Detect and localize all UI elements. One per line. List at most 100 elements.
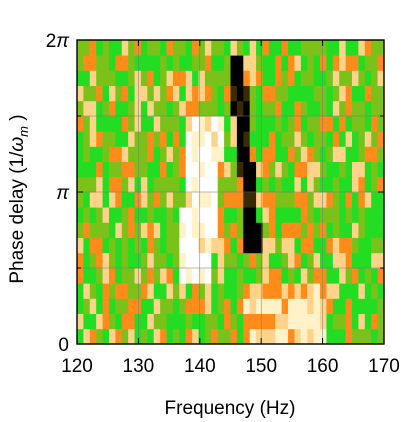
heatmap-cell bbox=[345, 328, 353, 345]
heatmap-cell bbox=[128, 207, 135, 223]
heatmap-cell bbox=[377, 40, 385, 56]
heatmap-cell bbox=[377, 313, 385, 330]
heatmap-cell bbox=[249, 146, 257, 162]
heatmap-cell bbox=[198, 328, 206, 345]
heatmap-cell bbox=[172, 85, 180, 102]
heatmap-cell bbox=[115, 40, 123, 56]
heatmap-cell bbox=[320, 298, 327, 314]
heatmap-cell bbox=[358, 313, 366, 330]
heatmap-cell bbox=[108, 252, 116, 269]
heatmap-cell bbox=[256, 161, 263, 178]
heatmap-cell bbox=[294, 283, 302, 299]
heatmap-cell bbox=[192, 283, 199, 299]
heatmap-cell bbox=[294, 100, 302, 117]
heatmap-cell bbox=[275, 192, 283, 208]
heatmap-cell bbox=[275, 85, 283, 102]
heatmap-cell bbox=[102, 313, 110, 330]
heatmap-cell bbox=[243, 40, 251, 56]
heatmap-cell bbox=[134, 40, 142, 56]
heatmap-cell bbox=[192, 192, 199, 208]
heatmap-cell bbox=[211, 237, 219, 254]
heatmap-cell bbox=[313, 207, 321, 223]
heatmap-cell bbox=[332, 328, 340, 345]
heatmap-cell bbox=[300, 268, 308, 284]
heatmap-cell bbox=[179, 116, 187, 132]
heatmap-cell bbox=[371, 222, 379, 238]
heatmap-cell bbox=[364, 55, 372, 71]
heatmap-cell bbox=[256, 70, 263, 86]
heatmap-cell bbox=[345, 283, 353, 299]
heatmap-cell bbox=[230, 222, 238, 238]
heatmap-cell bbox=[332, 146, 340, 162]
heatmap-cell bbox=[134, 283, 142, 299]
heatmap-cell bbox=[172, 146, 180, 162]
heatmap-cell bbox=[339, 268, 347, 284]
heatmap-cell bbox=[320, 55, 327, 71]
heatmap-cell bbox=[121, 85, 129, 102]
heatmap-cell bbox=[294, 268, 302, 284]
heatmap-cell bbox=[332, 131, 340, 147]
heatmap-cell bbox=[172, 70, 180, 86]
heatmap-cell bbox=[300, 283, 308, 299]
heatmap-cell bbox=[236, 116, 244, 132]
heatmap-cell bbox=[256, 252, 263, 269]
heatmap-cell bbox=[198, 100, 206, 117]
heatmap-cell bbox=[352, 146, 359, 162]
heatmap-cell bbox=[211, 85, 219, 102]
heatmap-cell bbox=[198, 161, 206, 178]
heatmap-cell bbox=[115, 268, 123, 284]
heatmap-cell bbox=[128, 237, 135, 254]
heatmap-cell bbox=[89, 207, 97, 223]
heatmap-cell bbox=[185, 146, 193, 162]
heatmap-cell bbox=[77, 328, 84, 345]
heatmap-cell bbox=[160, 252, 167, 269]
heatmap-cell bbox=[281, 40, 289, 56]
heatmap-cell bbox=[320, 252, 327, 269]
heatmap-cell bbox=[371, 70, 379, 86]
heatmap-cell bbox=[377, 55, 385, 71]
heatmap-cell bbox=[147, 268, 155, 284]
heatmap-cell bbox=[358, 237, 366, 254]
heatmap-cell bbox=[275, 55, 283, 71]
heatmap-cell bbox=[77, 85, 84, 102]
heatmap-cell bbox=[96, 100, 103, 117]
heatmap-cell bbox=[230, 116, 238, 132]
heatmap-cell bbox=[128, 55, 135, 71]
heatmap-cell bbox=[192, 85, 199, 102]
heatmap-cell bbox=[339, 40, 347, 56]
heatmap-cell bbox=[185, 252, 193, 269]
heatmap-cell bbox=[77, 131, 84, 147]
heatmap-cell bbox=[300, 237, 308, 254]
heatmap-cell bbox=[147, 192, 155, 208]
heatmap-cell bbox=[128, 176, 135, 193]
heatmap-cell bbox=[307, 192, 315, 208]
heatmap-cell bbox=[121, 222, 129, 238]
heatmap-cell bbox=[140, 207, 148, 223]
heatmap-cell bbox=[249, 192, 257, 208]
heatmap-cell bbox=[160, 161, 167, 178]
heatmap-cell bbox=[249, 237, 257, 254]
heatmap-cell bbox=[192, 252, 199, 269]
heatmap-cell bbox=[307, 298, 315, 314]
heatmap-cell bbox=[371, 298, 379, 314]
heatmap-cell bbox=[128, 85, 135, 102]
heatmap-cell bbox=[172, 283, 180, 299]
heatmap-cell bbox=[179, 192, 187, 208]
heatmap-cell bbox=[281, 70, 289, 86]
heatmap-cell bbox=[102, 131, 110, 147]
heatmap-cell bbox=[230, 85, 238, 102]
heatmap-cell bbox=[339, 116, 347, 132]
heatmap-cell bbox=[108, 146, 116, 162]
heatmap-cell bbox=[134, 328, 142, 345]
heatmap-cell bbox=[121, 40, 129, 56]
heatmap-cell bbox=[364, 176, 372, 193]
heatmap-cell bbox=[185, 207, 193, 223]
heatmap-cell bbox=[153, 192, 161, 208]
heatmap-cell bbox=[377, 85, 385, 102]
heatmap-cell bbox=[153, 100, 161, 117]
heatmap-cell bbox=[166, 298, 174, 314]
heatmap-cell bbox=[224, 176, 231, 193]
heatmap-cell bbox=[326, 237, 334, 254]
heatmap-cell bbox=[192, 100, 199, 117]
